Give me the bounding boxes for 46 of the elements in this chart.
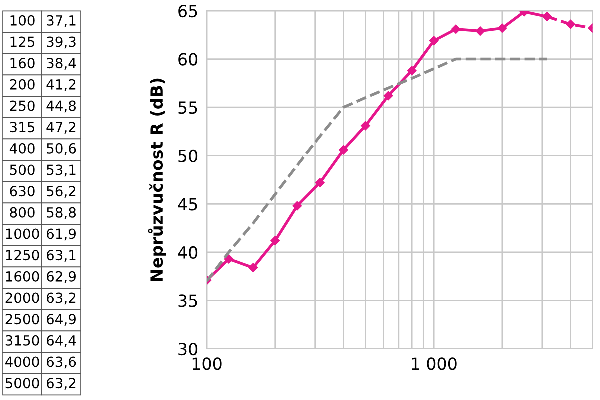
text: 315 <box>10 122 35 133</box>
text: 1250 <box>6 250 40 261</box>
text: 64,4 <box>47 335 76 348</box>
text: 100 <box>10 15 35 26</box>
text: 63,6 <box>47 356 76 369</box>
y-tick-label: 35 <box>178 294 198 308</box>
text: 800 <box>10 207 35 218</box>
text: 37,1 <box>47 15 76 28</box>
y-tick-label: 40 <box>178 246 198 259</box>
text: 1000 <box>6 228 40 240</box>
text: 630 <box>10 186 35 197</box>
text: 200 <box>10 79 35 90</box>
text: 2000 <box>6 292 40 304</box>
text: 61,9 <box>47 228 76 241</box>
text: 56,2 <box>47 186 76 198</box>
text: 63,1 <box>47 250 76 262</box>
text: 3150 <box>6 335 40 346</box>
text: 63,2 <box>47 378 76 390</box>
text: 64,9 <box>47 314 76 326</box>
y-tick-label: 60 <box>178 53 198 66</box>
text: 250 <box>10 100 35 112</box>
text: 160 <box>10 58 35 69</box>
y-tick-label: 55 <box>178 102 198 114</box>
text: 47,2 <box>46 122 76 134</box>
text: 38,4 <box>47 58 76 70</box>
text: 62,9 <box>47 271 76 284</box>
text: 2500 <box>6 314 40 325</box>
text: 5000 <box>6 378 40 389</box>
y-tick-label: 50 <box>178 150 198 162</box>
text: 50,6 <box>47 143 76 156</box>
x-tick-label: 1 000 <box>412 358 457 370</box>
text: 44,8 <box>46 100 76 113</box>
y-axis-title: Neprůzvučnost R (dB) <box>148 78 166 282</box>
text: 4000 <box>6 356 40 368</box>
y-tick-label: 65 <box>178 4 198 18</box>
text: 53,1 <box>47 164 76 177</box>
y-tick-label: 30 <box>178 342 198 356</box>
text: 500 <box>10 164 35 176</box>
text: 400 <box>10 143 35 154</box>
text: 1600 <box>6 271 40 282</box>
text: 125 <box>10 36 35 48</box>
text: 63,2 <box>47 292 76 305</box>
text: 58,8 <box>47 207 76 220</box>
text: 39,3 <box>47 36 76 49</box>
y-tick-label: 45 <box>178 198 198 211</box>
text: 41,2 <box>46 79 76 92</box>
